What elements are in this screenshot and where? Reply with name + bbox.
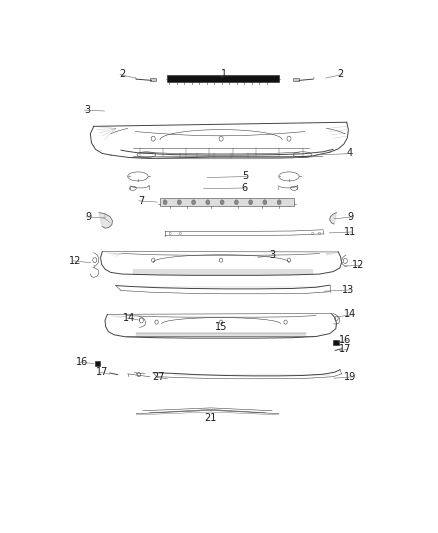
Bar [333, 340, 339, 345]
Text: 17: 17 [96, 367, 109, 377]
Text: 9: 9 [347, 212, 353, 222]
Text: 4: 4 [347, 148, 353, 158]
Text: 6: 6 [242, 183, 248, 193]
Text: 16: 16 [339, 335, 351, 345]
Circle shape [234, 200, 238, 205]
Circle shape [249, 200, 253, 205]
Circle shape [220, 200, 224, 205]
Text: 27: 27 [152, 372, 165, 382]
Text: 1: 1 [222, 69, 227, 79]
Circle shape [263, 200, 267, 205]
Text: 11: 11 [344, 227, 356, 237]
Text: 5: 5 [242, 172, 248, 181]
Text: 12: 12 [69, 255, 81, 265]
Text: 9: 9 [86, 212, 92, 222]
Text: 19: 19 [344, 372, 356, 382]
Circle shape [163, 200, 167, 205]
Text: 16: 16 [76, 357, 88, 367]
Circle shape [191, 200, 196, 205]
Text: 13: 13 [342, 285, 354, 295]
Text: 21: 21 [205, 413, 217, 423]
Circle shape [177, 200, 181, 205]
Text: 7: 7 [138, 196, 145, 206]
Bar [293, 78, 299, 81]
Text: 3: 3 [269, 250, 275, 260]
Text: 14: 14 [344, 309, 356, 319]
Bar [150, 78, 156, 81]
Text: 15: 15 [215, 322, 227, 333]
Circle shape [277, 200, 281, 205]
Text: 12: 12 [352, 260, 365, 270]
Bar [167, 75, 279, 83]
Text: 3: 3 [84, 105, 90, 115]
Text: 2: 2 [337, 69, 343, 79]
Text: 14: 14 [124, 312, 135, 322]
Bar [95, 361, 100, 366]
Polygon shape [330, 213, 336, 224]
Text: 2: 2 [120, 69, 126, 79]
Circle shape [206, 200, 210, 205]
Bar [160, 198, 294, 206]
Text: 17: 17 [339, 344, 351, 354]
Polygon shape [99, 213, 113, 228]
